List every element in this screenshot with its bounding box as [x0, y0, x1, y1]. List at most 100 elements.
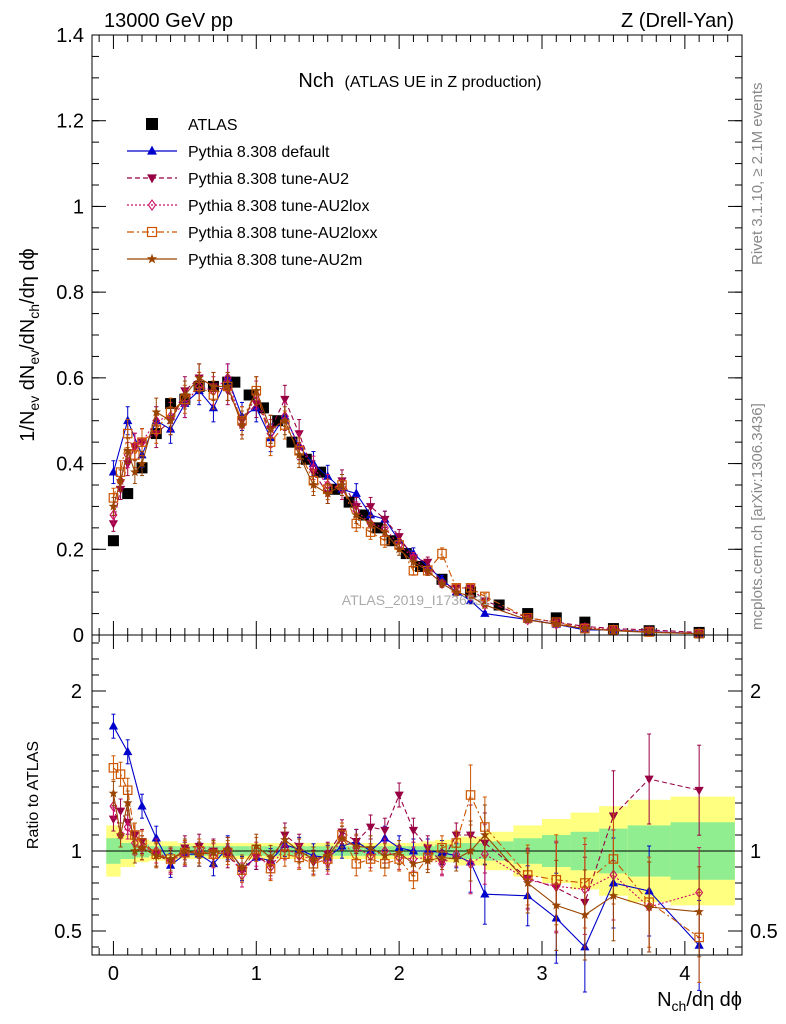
y-tick-label: 1 [73, 196, 84, 218]
ratio-data-point [222, 844, 233, 854]
ratio-data-point [380, 850, 390, 860]
ratio-data-point [465, 790, 476, 800]
data-point [108, 520, 119, 529]
ratio-data-point [280, 834, 290, 844]
data-point [115, 475, 126, 485]
x-tick-label: 0 [108, 963, 119, 985]
data-point [437, 548, 447, 559]
data-point [394, 544, 404, 554]
ratio-data-point [108, 721, 119, 730]
header-left-label: 13000 GeV pp [104, 10, 233, 32]
data-point [493, 599, 505, 611]
ratio-data-point [522, 878, 533, 888]
data-point [380, 527, 390, 537]
data-point [222, 381, 233, 391]
data-point [130, 467, 140, 477]
main-panel: 0 0.2 0.4 0.6 0.8 1 1.2 1.4 [56, 25, 743, 647]
x-tick-label: 2 [394, 963, 405, 985]
ratio-data-point [644, 902, 654, 912]
y-axis-label-main: 1/Nev dNev/dNch/dη dϕ [17, 248, 42, 441]
plot-title: Nch (ATLAS UE in Z production) [298, 70, 541, 92]
ratio-data-point [694, 786, 704, 796]
ratio-data-point [365, 823, 376, 833]
ratio-data-point [408, 826, 419, 836]
y-tick-label: 0.4 [56, 454, 84, 476]
x-tick-label: 1 [251, 963, 262, 985]
ratio-data-point [480, 830, 490, 840]
legend-label: Pythia 8.308 tune-AU2lox [188, 198, 369, 215]
data-point [257, 402, 269, 414]
main-panel-series [107, 363, 705, 639]
data-point [165, 415, 176, 425]
data-point [465, 595, 476, 605]
data-point [357, 509, 369, 521]
ratio-data-point [237, 862, 247, 872]
legend-marker [147, 174, 157, 184]
ratio-data-point [251, 841, 262, 851]
y-tick-label: 0.2 [56, 539, 84, 561]
data-point [237, 420, 247, 430]
data-point [465, 591, 476, 601]
ratio-data-point [365, 842, 376, 852]
ratio-data-point [437, 852, 447, 862]
ratio-data-point [122, 798, 133, 808]
data-point [108, 467, 119, 476]
data-point [272, 415, 284, 427]
ratio-data-point [137, 842, 147, 852]
legend-marker [146, 118, 158, 130]
data-point [608, 625, 619, 635]
ratio-data-point [108, 815, 119, 825]
main-panel-ticks: 0 0.2 0.4 0.6 0.8 1 1.2 1.4 [56, 25, 742, 647]
data-point [423, 558, 433, 568]
data-point [122, 488, 134, 500]
series-pythia-8-308-tune-au2m [108, 363, 704, 638]
x-tick-label: 4 [679, 963, 690, 985]
legend-label: ATLAS [188, 117, 238, 134]
data-point [280, 395, 290, 405]
y-axis-label-ratio: Ratio to ATLAS [25, 741, 42, 849]
data-point [322, 488, 333, 498]
ratio-data-point [208, 847, 219, 857]
ratio-data-point [294, 846, 304, 856]
ratio-panel-frame [91, 634, 743, 956]
ratio-data-point [337, 833, 347, 843]
ratio-data-point [408, 858, 419, 868]
data-point [551, 619, 562, 629]
data-point [644, 627, 654, 637]
y-tick-label: 1.2 [56, 111, 84, 133]
ratio-y-tick-label-right: 2 [750, 681, 761, 703]
ratio-data-point [694, 906, 704, 916]
data-point [343, 496, 355, 508]
legend-label: Pythia 8.308 tune-AU2loxx [188, 225, 377, 242]
data-point [315, 466, 327, 478]
analysis-watermark: ATLAS_2019_I1736531 [342, 592, 491, 608]
data-point [229, 376, 241, 388]
data-point [522, 615, 533, 625]
ratio-y-tick-label: 2 [71, 681, 82, 703]
legend-marker [146, 226, 158, 238]
data-point [137, 458, 147, 468]
mcplots-label: mcplots.cern.ch [arXiv:1306.3436] [749, 403, 766, 630]
ratio-panel: 0.5 0.5 1 1 2 2 0 1 2 3 4 [54, 634, 778, 993]
data-point [265, 424, 276, 434]
data-point [351, 488, 361, 497]
data-point [480, 608, 490, 617]
data-point [351, 510, 362, 520]
legend-label: Pythia 8.308 default [188, 144, 330, 161]
ratio-data-point [351, 841, 362, 851]
data-point [579, 616, 591, 628]
ratio-data-point [194, 849, 204, 859]
plot-title-sub: (ATLAS UE in Z production) [345, 74, 542, 91]
legend: ATLAS Pythia 8.308 default Pythia 8.308 tu… [127, 117, 377, 269]
data-point [437, 578, 447, 588]
data-point [300, 453, 312, 465]
ratio-data-point [608, 890, 619, 900]
data-point [394, 533, 404, 542]
data-point [694, 628, 704, 638]
data-point [408, 557, 419, 567]
data-point [365, 518, 376, 528]
data-point [151, 407, 162, 417]
data-point [122, 445, 133, 455]
legend-entry: ATLAS [146, 117, 238, 134]
